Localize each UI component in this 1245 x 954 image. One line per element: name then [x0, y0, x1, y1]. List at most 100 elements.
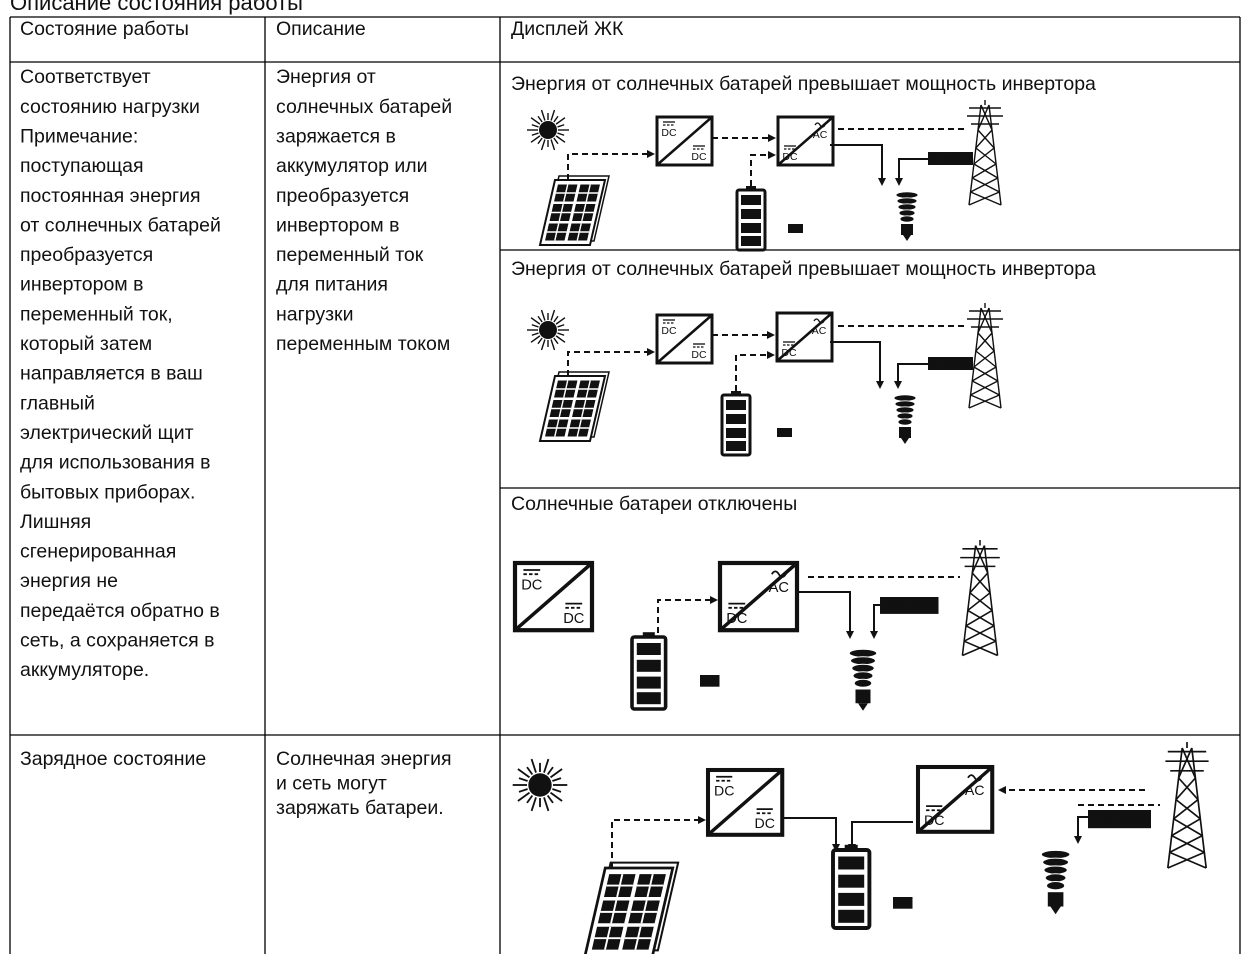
bypass-badge: BYPASS	[928, 357, 973, 370]
icon-label: LI	[791, 223, 800, 235]
converter-diagonal	[656, 314, 713, 364]
page-title: Описание состояния работы	[10, 0, 303, 15]
pylon-brace	[971, 545, 986, 574]
pylon-brace	[977, 104, 990, 131]
sun-ray	[553, 137, 559, 145]
pylon-brace	[971, 163, 997, 179]
bulb-spiral	[1042, 857, 1070, 867]
pylon-leg	[968, 104, 982, 206]
pylon-leg	[1166, 747, 1184, 869]
sun-disc	[528, 773, 552, 797]
state-text: состоянию нагрузки	[20, 96, 200, 118]
pylon-brace	[1167, 851, 1205, 869]
icon-label: DC	[521, 577, 543, 593]
sun-ray	[557, 332, 565, 336]
converter-diagonal	[513, 561, 594, 632]
icon-label: DC	[782, 151, 798, 163]
pylon-brace	[969, 572, 989, 594]
bypass-box	[928, 357, 973, 370]
state-text: инвертором в	[20, 274, 144, 296]
pylon-brace	[974, 545, 989, 574]
icon-label: LI	[780, 427, 789, 439]
pylon-brace	[971, 366, 997, 382]
bypass-badge: BYPASS	[1088, 810, 1151, 829]
pylon-brace	[968, 191, 1000, 206]
li-badge-box	[788, 224, 803, 233]
bulb-base	[899, 427, 911, 438]
icon-label: LI	[704, 673, 715, 688]
bulb-spiral	[852, 671, 874, 681]
battery-icon	[630, 632, 668, 711]
icon-label: LI	[897, 895, 908, 910]
bypass-box	[880, 597, 939, 614]
sun-ray	[526, 794, 534, 804]
bulb-icon	[1040, 849, 1071, 915]
pylon-brace	[1177, 747, 1193, 779]
sun-ray	[550, 309, 556, 321]
ac-symbol	[813, 318, 825, 324]
bulb-spiral	[896, 197, 918, 205]
bulb-spiral	[896, 412, 914, 420]
icon-label: BYPASS	[930, 358, 971, 370]
sun-ray	[550, 109, 556, 121]
converter-diagonal	[777, 116, 834, 166]
flow-line	[895, 158, 928, 186]
sun-ray	[555, 335, 566, 343]
description-text: аккумулятор или	[276, 155, 428, 177]
sun-ray	[543, 797, 550, 812]
description-text: солнечных батарей	[276, 96, 452, 118]
icon-label: DC	[726, 611, 748, 627]
icon-label: DC	[691, 349, 707, 361]
sun-ray	[530, 758, 537, 773]
sun-ray	[530, 117, 541, 125]
pylon-brace	[968, 394, 1000, 409]
pylon-brace	[977, 129, 995, 149]
state-text: энергия не	[20, 570, 118, 592]
state-text: от солнечных батарей	[20, 214, 221, 236]
sun-ray	[517, 791, 531, 802]
battery-bar	[726, 428, 746, 438]
icon-label: AC	[769, 580, 790, 596]
pylon-brace	[1173, 798, 1199, 820]
pylon-icon	[967, 303, 1003, 409]
bulb-spiral	[853, 678, 873, 688]
display-caption: Энергия от солнечных батарей превышает м…	[511, 73, 1096, 95]
li-badge: LI	[700, 673, 720, 688]
bypass-badge: BYPASS	[880, 597, 939, 614]
sun-ray	[552, 777, 562, 782]
ac-symbol	[967, 774, 983, 782]
converter-diagonal	[656, 116, 713, 166]
bulb-tip	[1050, 906, 1061, 915]
state-text: который затем	[20, 333, 152, 355]
pylon-leg	[961, 545, 977, 656]
icon-label: DC	[661, 325, 677, 337]
flow-line	[783, 817, 840, 852]
sun-ray	[546, 766, 554, 776]
ac-symbol	[814, 122, 826, 128]
bypass-box	[1088, 810, 1151, 829]
sun-ray	[550, 139, 556, 151]
sun-icon	[527, 309, 569, 351]
battery-bar	[726, 441, 746, 451]
pylon-brace	[965, 609, 993, 627]
sun-ray	[557, 132, 565, 136]
battery-terminal	[731, 391, 741, 395]
state-text: переменный ток,	[20, 303, 173, 325]
bulb-spiral	[893, 394, 917, 402]
sun-ray	[540, 139, 546, 151]
sun-ray	[530, 335, 541, 343]
state-text: для использования в	[20, 452, 210, 474]
state-text: главный	[20, 392, 95, 414]
sun-ray	[549, 791, 563, 802]
state-text: преобразуется	[20, 244, 153, 266]
sun-ray	[546, 794, 554, 804]
state-text: аккумуляторе.	[20, 659, 149, 681]
pylon-brace	[975, 129, 993, 149]
bulb-tip	[901, 438, 909, 444]
sun-ray	[537, 337, 543, 345]
display-caption: Солнечные батареи отключены	[511, 493, 797, 515]
pylon-icon	[960, 540, 1000, 657]
bulb-base	[1047, 892, 1064, 907]
icon-label: BYPASS	[882, 598, 936, 613]
